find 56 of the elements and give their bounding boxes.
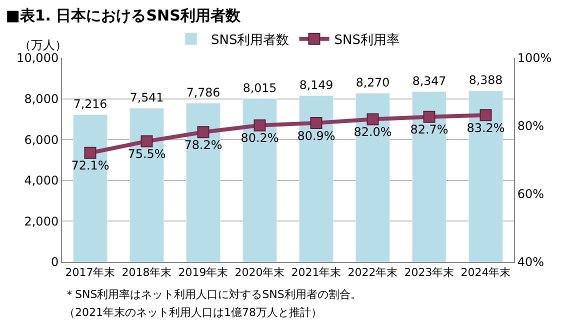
x-tick-label: 2019年末: [178, 266, 228, 280]
legend-label: SNS利用者数: [211, 32, 290, 48]
data-label: 8,388: [468, 73, 503, 88]
y2-tick-label: 60%: [517, 187, 544, 202]
data-label: 80.9%: [297, 128, 336, 143]
data-label: 72.1%: [71, 158, 110, 173]
y-tick-label: 0: [50, 255, 59, 270]
bar: [130, 108, 164, 262]
chart-title: ■表1. 日本におけるSNS利用者数: [6, 6, 242, 25]
y-axis-title: （万人）: [19, 38, 67, 52]
y2-tick-label: 40%: [517, 255, 544, 270]
x-tick-label: 2023年末: [404, 266, 454, 280]
data-label: 82.0%: [354, 125, 392, 140]
data-label: 78.2%: [184, 138, 222, 152]
bar: [299, 96, 334, 262]
x-tick-label: 2020年末: [234, 266, 285, 280]
x-tick-label: 2024年末: [460, 266, 511, 280]
point: [254, 119, 266, 132]
x-tick-label: 2017年末: [65, 266, 116, 280]
y-tick-label: 8,000: [24, 92, 59, 106]
y-tick-label: 10,000: [16, 51, 59, 66]
data-label: 80.2%: [240, 131, 279, 146]
y-tick-label: 4,000: [24, 174, 59, 188]
point: [480, 109, 492, 122]
data-label: 8,149: [299, 78, 334, 92]
bar: [242, 98, 277, 262]
bar: [412, 91, 446, 262]
data-label: 83.2%: [466, 120, 505, 135]
bar: [468, 90, 503, 262]
y-tick-label: 6,000: [24, 132, 59, 147]
data-label: 7,216: [73, 97, 108, 112]
bar: [356, 93, 390, 262]
bar: [186, 102, 220, 262]
data-label: 8,347: [412, 74, 446, 88]
data-label: 8,015: [242, 80, 277, 95]
point: [366, 113, 379, 126]
data-label: 7,541: [130, 90, 164, 105]
text: （2021年末のネット利用人口は1億78万人と推計）: [64, 306, 322, 319]
legend-label: SNS利用率: [334, 32, 400, 48]
point: [84, 146, 96, 159]
y2-tick-label: 80%: [517, 119, 544, 134]
x-tick-label: 2018年末: [122, 266, 172, 280]
data-label: 75.5%: [128, 147, 166, 162]
y-tick-label: 2,000: [24, 214, 59, 228]
data-label: 82.7%: [410, 122, 448, 137]
x-tick-label: 2022年末: [348, 266, 398, 280]
point: [423, 110, 436, 123]
bar: [73, 114, 108, 262]
y2-tick-label: 100%: [517, 51, 552, 66]
point: [140, 135, 153, 148]
point: [197, 126, 210, 138]
data-label: 7,786: [186, 86, 220, 100]
point: [310, 116, 322, 129]
text: ＊SNS利用率はネット利用人口に対するSNS利用者の割合。: [64, 288, 362, 301]
data-label: 8,270: [356, 76, 390, 90]
x-tick-label: 2021年末: [291, 266, 342, 280]
